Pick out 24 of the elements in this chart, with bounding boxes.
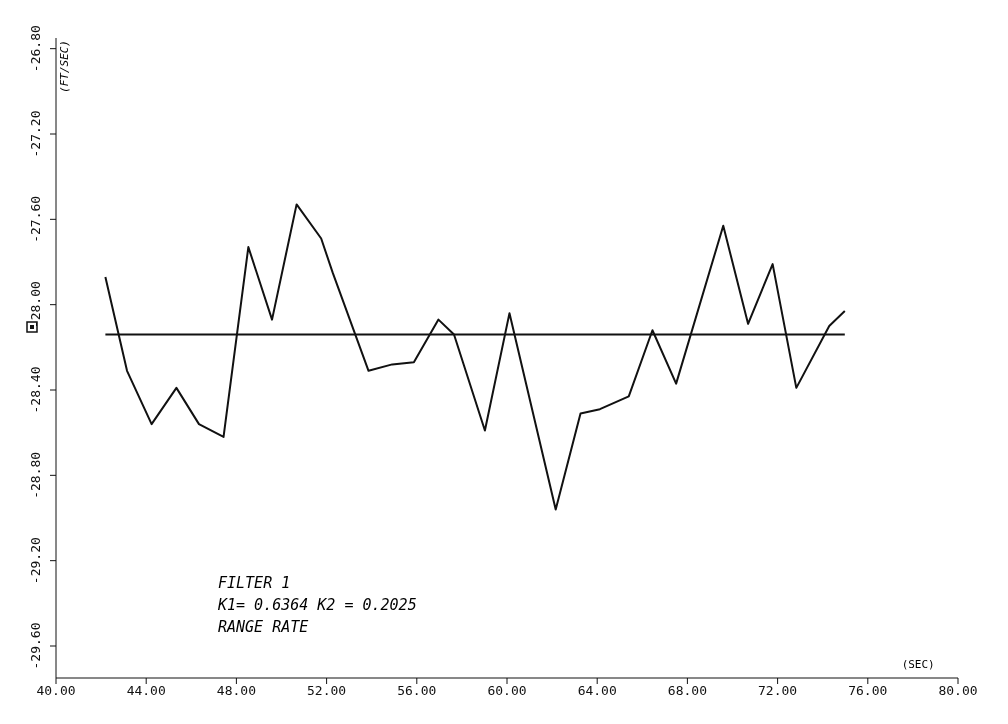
- y-tick-label: -29.60: [28, 622, 43, 670]
- x-tick-label: 76.00: [848, 683, 888, 699]
- annotation: RANGE RATE: [218, 618, 309, 636]
- x-tick-label: 44.00: [126, 683, 166, 699]
- x-tick-label: 56.00: [397, 683, 437, 699]
- x-tick-label: 40.00: [36, 683, 76, 699]
- x-tick-label: 48.00: [216, 683, 256, 699]
- annotation: FILTER 1: [218, 574, 291, 592]
- y-tick-label: -28.40: [28, 366, 43, 414]
- line-series: [104, 203, 846, 511]
- y-tick-label: -27.20: [28, 110, 43, 158]
- y-tick-label: -26.80: [28, 25, 43, 73]
- y-axis-title: (FT/SEC): [58, 40, 71, 93]
- annotation: K1= 0.6364 K2 = 0.2025: [218, 596, 417, 614]
- y-tick-label: -29.20: [28, 537, 43, 585]
- x-tick-label: 80.00: [938, 683, 978, 699]
- x-tick-label: 52.00: [307, 683, 347, 699]
- x-tick-label: 72.00: [758, 683, 798, 699]
- y-tick-label: -27.60: [28, 195, 43, 243]
- x-tick-label: 64.00: [577, 683, 617, 699]
- x-tick-label: 60.00: [487, 683, 527, 699]
- y-tick-label: -28.80: [28, 451, 43, 499]
- x-tick-label: 68.00: [667, 683, 707, 699]
- x-axis-title: (SEC): [901, 658, 935, 671]
